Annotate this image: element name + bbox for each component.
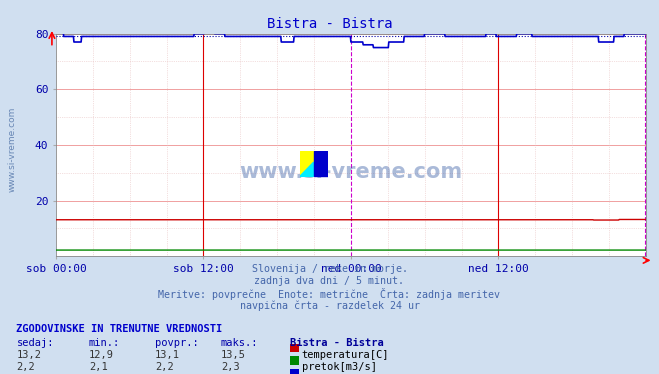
- Text: 2,2: 2,2: [16, 362, 35, 373]
- Text: Bistra - Bistra: Bistra - Bistra: [267, 17, 392, 31]
- Text: pretok[m3/s]: pretok[m3/s]: [302, 362, 377, 373]
- Text: 12,9: 12,9: [89, 350, 114, 360]
- Text: ZGODOVINSKE IN TRENUTNE VREDNOSTI: ZGODOVINSKE IN TRENUTNE VREDNOSTI: [16, 324, 223, 334]
- Text: min.:: min.:: [89, 338, 120, 348]
- Text: 2,1: 2,1: [89, 362, 107, 373]
- Text: 13,5: 13,5: [221, 350, 246, 360]
- Polygon shape: [314, 151, 328, 177]
- Text: 13,2: 13,2: [16, 350, 42, 360]
- Text: temperatura[C]: temperatura[C]: [302, 350, 389, 360]
- Text: www.si-vreme.com: www.si-vreme.com: [8, 107, 17, 192]
- Text: Slovenija / reke in morje.: Slovenija / reke in morje.: [252, 264, 407, 274]
- Text: povpr.:: povpr.:: [155, 338, 198, 348]
- Text: navpična črta - razdelek 24 ur: navpična črta - razdelek 24 ur: [239, 301, 420, 311]
- Text: Meritve: povprečne  Enote: metrične  Črta: zadnja meritev: Meritve: povprečne Enote: metrične Črta:…: [159, 288, 500, 300]
- Text: 2,3: 2,3: [221, 362, 239, 373]
- Text: 2,2: 2,2: [155, 362, 173, 373]
- Text: sedaj:: sedaj:: [16, 338, 54, 348]
- Text: maks.:: maks.:: [221, 338, 258, 348]
- Text: 13,1: 13,1: [155, 350, 180, 360]
- Text: www.si-vreme.com: www.si-vreme.com: [239, 162, 463, 182]
- Polygon shape: [300, 151, 314, 177]
- Polygon shape: [300, 162, 314, 177]
- Text: zadnja dva dni / 5 minut.: zadnja dva dni / 5 minut.: [254, 276, 405, 286]
- Text: Bistra - Bistra: Bistra - Bistra: [290, 338, 384, 348]
